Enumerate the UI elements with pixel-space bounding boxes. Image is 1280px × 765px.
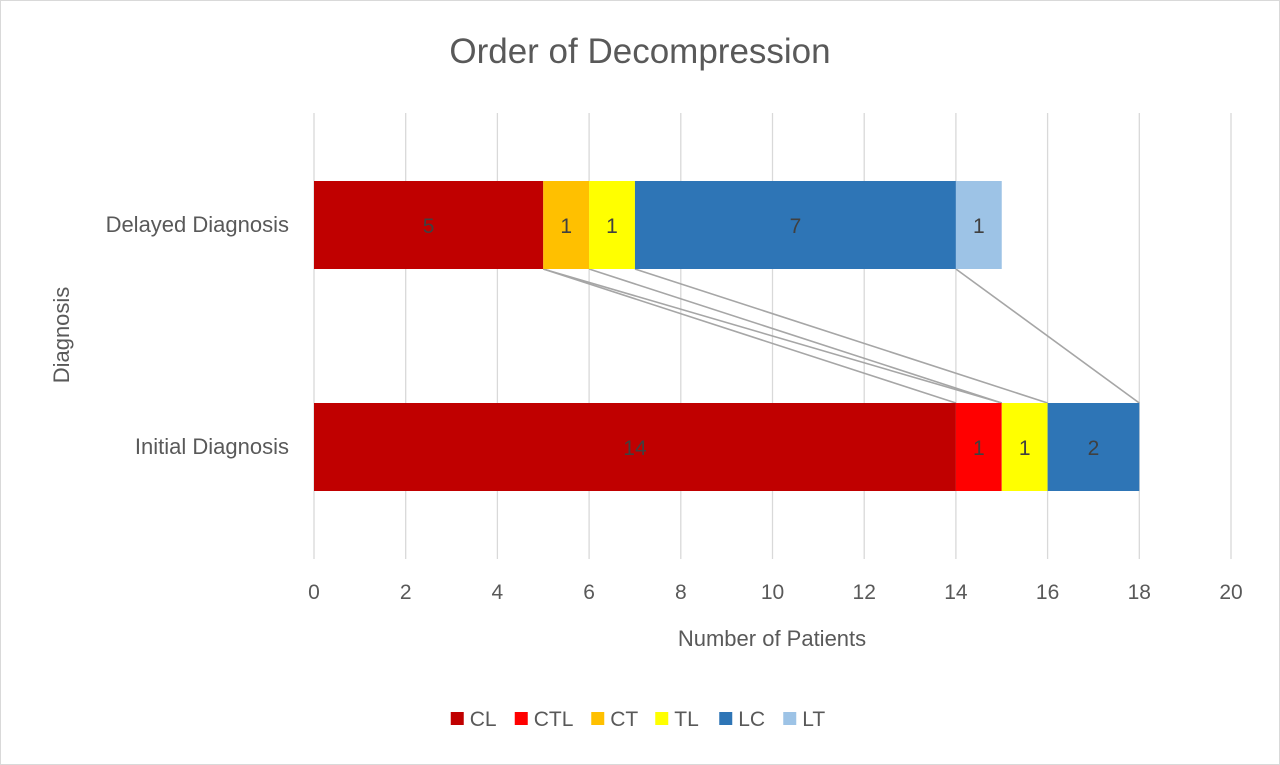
bar-segment-cl — [314, 181, 544, 269]
bar-segment-tl — [1001, 403, 1048, 491]
legend-swatch-ctl — [514, 712, 528, 725]
legend: CL CTL CT TL LC LT — [450, 708, 825, 731]
data-label: 1 — [973, 437, 985, 460]
x-tick-label: 18 — [1128, 581, 1151, 604]
data-label: 14 — [623, 437, 647, 460]
category-label: Delayed Diagnosis — [106, 212, 289, 237]
data-label: 1 — [973, 215, 985, 238]
bar-segment-lt — [955, 181, 1002, 269]
x-tick-label: 12 — [853, 581, 876, 604]
y-axis-title: Diagnosis — [49, 287, 74, 384]
y-axis-categories: Delayed Diagnosis Initial Diagnosis — [106, 212, 289, 459]
legend-swatch-ct — [591, 712, 605, 725]
series-line-tl — [634, 268, 1048, 404]
data-label: 7 — [790, 215, 802, 238]
bar-segment-tl — [589, 181, 635, 269]
x-tick-label: 14 — [944, 581, 968, 604]
data-label: 1 — [606, 215, 618, 238]
x-tick-label: 16 — [1036, 581, 1059, 604]
data-label: 2 — [1088, 437, 1100, 460]
x-axis-title: Number of Patients — [678, 626, 866, 651]
x-axis-ticks: 0 2 4 6 8 10 12 14 16 18 20 — [308, 581, 1243, 604]
legend-label: LC — [738, 708, 765, 731]
series-line-lc — [955, 268, 1140, 404]
bar-segment-lc — [634, 181, 956, 269]
series-line-ct — [588, 268, 1002, 404]
legend-label: CTL — [534, 708, 574, 731]
series-line-cl — [543, 268, 957, 404]
x-tick-label: 4 — [492, 581, 504, 604]
legend-swatch-lt — [783, 712, 797, 725]
x-tick-label: 8 — [675, 581, 687, 604]
legend-swatch-tl — [655, 712, 669, 725]
data-label: 1 — [1019, 437, 1031, 460]
x-tick-label: 2 — [400, 581, 412, 604]
legend-label: CT — [610, 708, 638, 731]
category-label: Initial Diagnosis — [135, 434, 289, 459]
series-lines — [543, 268, 1140, 404]
data-label: 1 — [560, 215, 572, 238]
legend-label: TL — [674, 708, 699, 731]
bar-segment-cl — [314, 403, 956, 491]
bars: 5 1 1 7 1 14 1 1 2 — [314, 181, 1140, 491]
bar-segment-ct — [543, 181, 590, 269]
x-tick-label: 10 — [761, 581, 784, 604]
legend-label: LT — [802, 708, 825, 731]
bar-segment-lc — [1047, 403, 1140, 491]
x-tick-label: 0 — [308, 581, 320, 604]
chart-title: Order of Decompression — [449, 32, 830, 71]
x-tick-label: 6 — [583, 581, 595, 604]
bar-segment-ctl — [955, 403, 1002, 491]
x-tick-label: 20 — [1219, 581, 1242, 604]
legend-label: CL — [470, 708, 497, 731]
legend-swatch-cl — [450, 712, 464, 725]
data-label: 5 — [423, 215, 435, 238]
series-line-ctl — [543, 268, 1002, 404]
legend-swatch-lc — [719, 712, 733, 725]
